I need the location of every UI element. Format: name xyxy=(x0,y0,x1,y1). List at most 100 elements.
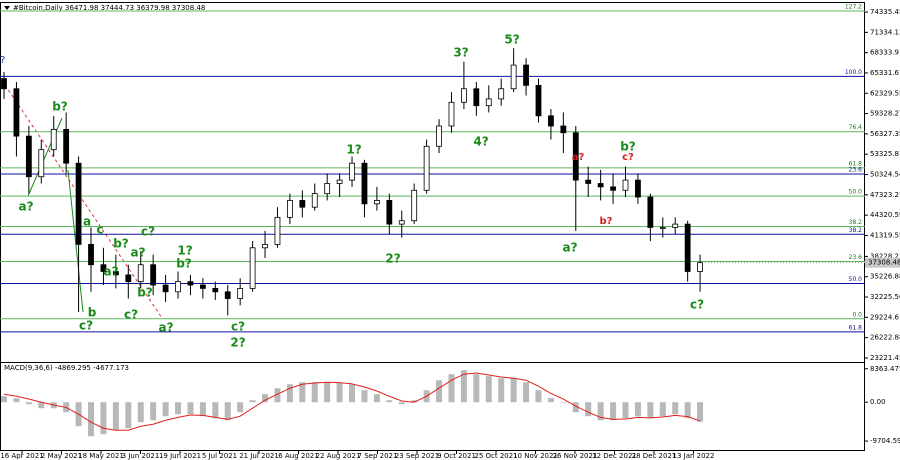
macd-bar xyxy=(286,384,293,403)
x-tick-label: 16 Apr 2021 xyxy=(0,452,43,460)
candle-body xyxy=(13,88,20,137)
chart-title: #Bitcoin,Daily 36471.98 37444.73 36379.9… xyxy=(13,4,205,12)
y-tick-label: 71334.13 xyxy=(870,28,900,36)
x-tick-label: 13 Jan 2022 xyxy=(673,452,715,460)
x-tick-label: 2 May 2021 xyxy=(41,452,82,460)
macd-bar xyxy=(647,402,654,419)
macd-bar xyxy=(175,402,182,415)
macd-bar xyxy=(672,402,679,415)
y-tick-label: 44320.59 xyxy=(870,211,900,219)
candle-body xyxy=(286,200,293,218)
macd-bar xyxy=(510,378,517,403)
candle-body xyxy=(25,135,32,178)
wave-label: a? xyxy=(130,246,145,260)
macd-tick-label: 8363.475 xyxy=(870,365,900,373)
level-label: 76.4 xyxy=(849,124,863,131)
candle-body xyxy=(162,284,169,293)
candle-body xyxy=(224,291,231,299)
wave-label: c? xyxy=(141,225,155,239)
candle-body xyxy=(199,284,206,289)
candle-body xyxy=(274,216,281,245)
trend-line xyxy=(67,169,84,313)
candle-body xyxy=(175,281,181,293)
level-label: 127.2 xyxy=(845,4,862,11)
candle-body xyxy=(63,128,70,164)
y-tick-label: 59328.27 xyxy=(870,110,900,118)
candle-body xyxy=(349,162,355,181)
macd-bar xyxy=(659,402,666,417)
macd-bar xyxy=(373,394,380,403)
y-tick-label: 74335.45 xyxy=(870,8,900,16)
macd-bar xyxy=(349,384,356,403)
candle-body xyxy=(336,179,343,184)
candle-body xyxy=(299,200,306,208)
macd-bar xyxy=(547,398,554,403)
macd-bar xyxy=(336,383,343,403)
macd-tick-label: -9704.59 xyxy=(870,437,900,445)
macd-bar xyxy=(460,370,467,403)
macd-bar xyxy=(572,402,579,413)
y-tick-label: 47323.27 xyxy=(870,191,900,199)
macd-bar xyxy=(13,398,20,403)
candle-body xyxy=(361,162,368,205)
candle-body xyxy=(572,132,579,181)
candle-body xyxy=(647,196,654,228)
macd-bar xyxy=(25,402,32,405)
x-tick-label: 21 Jul 2021 xyxy=(239,452,279,460)
candle-body xyxy=(448,101,455,127)
wave-label: a? xyxy=(18,200,33,214)
macd-bar xyxy=(199,402,206,417)
macd-bar xyxy=(560,402,567,403)
level-label: 23.6 xyxy=(849,166,863,173)
y-tick-label: 41319.55 xyxy=(870,231,900,239)
y-tick-label: 38228.23 xyxy=(870,252,900,260)
macd-bar xyxy=(224,402,231,421)
candle-body xyxy=(659,227,666,229)
menu-icon xyxy=(4,6,10,10)
y-tick-label: 35226.88 xyxy=(870,273,900,281)
candle-body xyxy=(112,271,119,276)
x-tick-label: 28 Dec 2021 xyxy=(632,452,677,460)
candle-body xyxy=(697,262,703,272)
macd-bar xyxy=(523,382,530,403)
macd-bar xyxy=(150,402,157,421)
macd-bar xyxy=(162,402,169,417)
macd-bar xyxy=(697,402,704,422)
candle-body xyxy=(75,162,82,245)
candle-body xyxy=(597,183,604,188)
level-label: 23.6 xyxy=(849,254,863,261)
candle-body xyxy=(684,223,691,272)
y-tick-label: 50324.54 xyxy=(870,171,900,179)
wave-label: c? xyxy=(231,320,245,334)
macd-bar xyxy=(187,402,194,415)
x-tick-label: 3 Jun 2021 xyxy=(122,452,160,460)
wave-label: b? xyxy=(600,216,613,227)
candle-body xyxy=(386,200,393,225)
candle-body xyxy=(473,88,480,107)
macd-bar xyxy=(535,390,542,403)
candle-body xyxy=(50,128,57,151)
macd-bar xyxy=(610,402,617,421)
wave-label: 2? xyxy=(385,252,400,266)
macd-tick-label: 0.00 xyxy=(870,398,886,406)
macd-bar xyxy=(473,374,480,403)
y-tick-label: 62329.55 xyxy=(870,89,900,97)
x-tick-label: 9 Oct 2021 xyxy=(437,452,476,460)
level-label: 100.0 xyxy=(845,69,862,76)
x-tick-label: 12 Dec 2021 xyxy=(592,452,637,460)
candle-body xyxy=(560,125,567,134)
macd-bar xyxy=(398,402,405,405)
candle-body xyxy=(672,223,679,228)
macd-bar xyxy=(324,382,331,403)
x-tick-label: 7 Sep 2021 xyxy=(358,452,398,460)
candle-body xyxy=(1,78,7,90)
macd-bar xyxy=(498,378,505,403)
candle-body xyxy=(311,193,318,208)
x-tick-label: 19 Jun 2021 xyxy=(159,452,201,460)
candle-body xyxy=(498,88,505,100)
wave-label: 1? xyxy=(177,244,192,258)
candle-body xyxy=(461,88,467,103)
x-tick-label: 18 May 2021 xyxy=(78,452,124,460)
macd-bar xyxy=(137,402,144,423)
